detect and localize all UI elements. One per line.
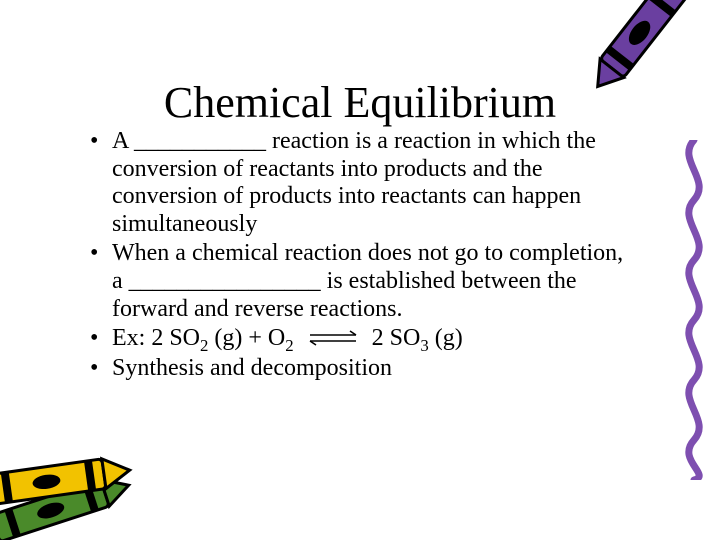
equation-text: 2 SO: [366, 325, 421, 351]
purple-squiggle-icon: [674, 140, 714, 485]
equation-suffix: (g): [429, 325, 463, 351]
subscript: 3: [420, 336, 428, 355]
slide: Chemical Equilibrium A ___________ react…: [0, 0, 720, 540]
equation-prefix: Ex: 2 SO: [112, 325, 200, 351]
bullet-item: Synthesis and decomposition: [90, 355, 630, 383]
equation-text: (g) + O: [208, 325, 285, 351]
bullet-list: A ___________ reaction is a reaction in …: [90, 128, 630, 383]
bullet-text: A ___________ reaction is a reaction in …: [112, 128, 596, 237]
bullet-text: Synthesis and decomposition: [112, 355, 392, 381]
bullet-item: A ___________ reaction is a reaction in …: [90, 128, 630, 238]
bottom-crayons-icon: [0, 418, 162, 540]
purple-crayon-icon: [580, 0, 690, 102]
bullet-item: Ex: 2 SO2 (g) + O2 2 SO3 (g): [90, 325, 630, 353]
bullet-item: When a chemical reaction does not go to …: [90, 240, 630, 323]
equilibrium-arrow-icon: [306, 326, 360, 354]
slide-body: A ___________ reaction is a reaction in …: [90, 128, 630, 385]
subscript: 2: [285, 336, 293, 355]
bullet-text: When a chemical reaction does not go to …: [112, 240, 623, 321]
